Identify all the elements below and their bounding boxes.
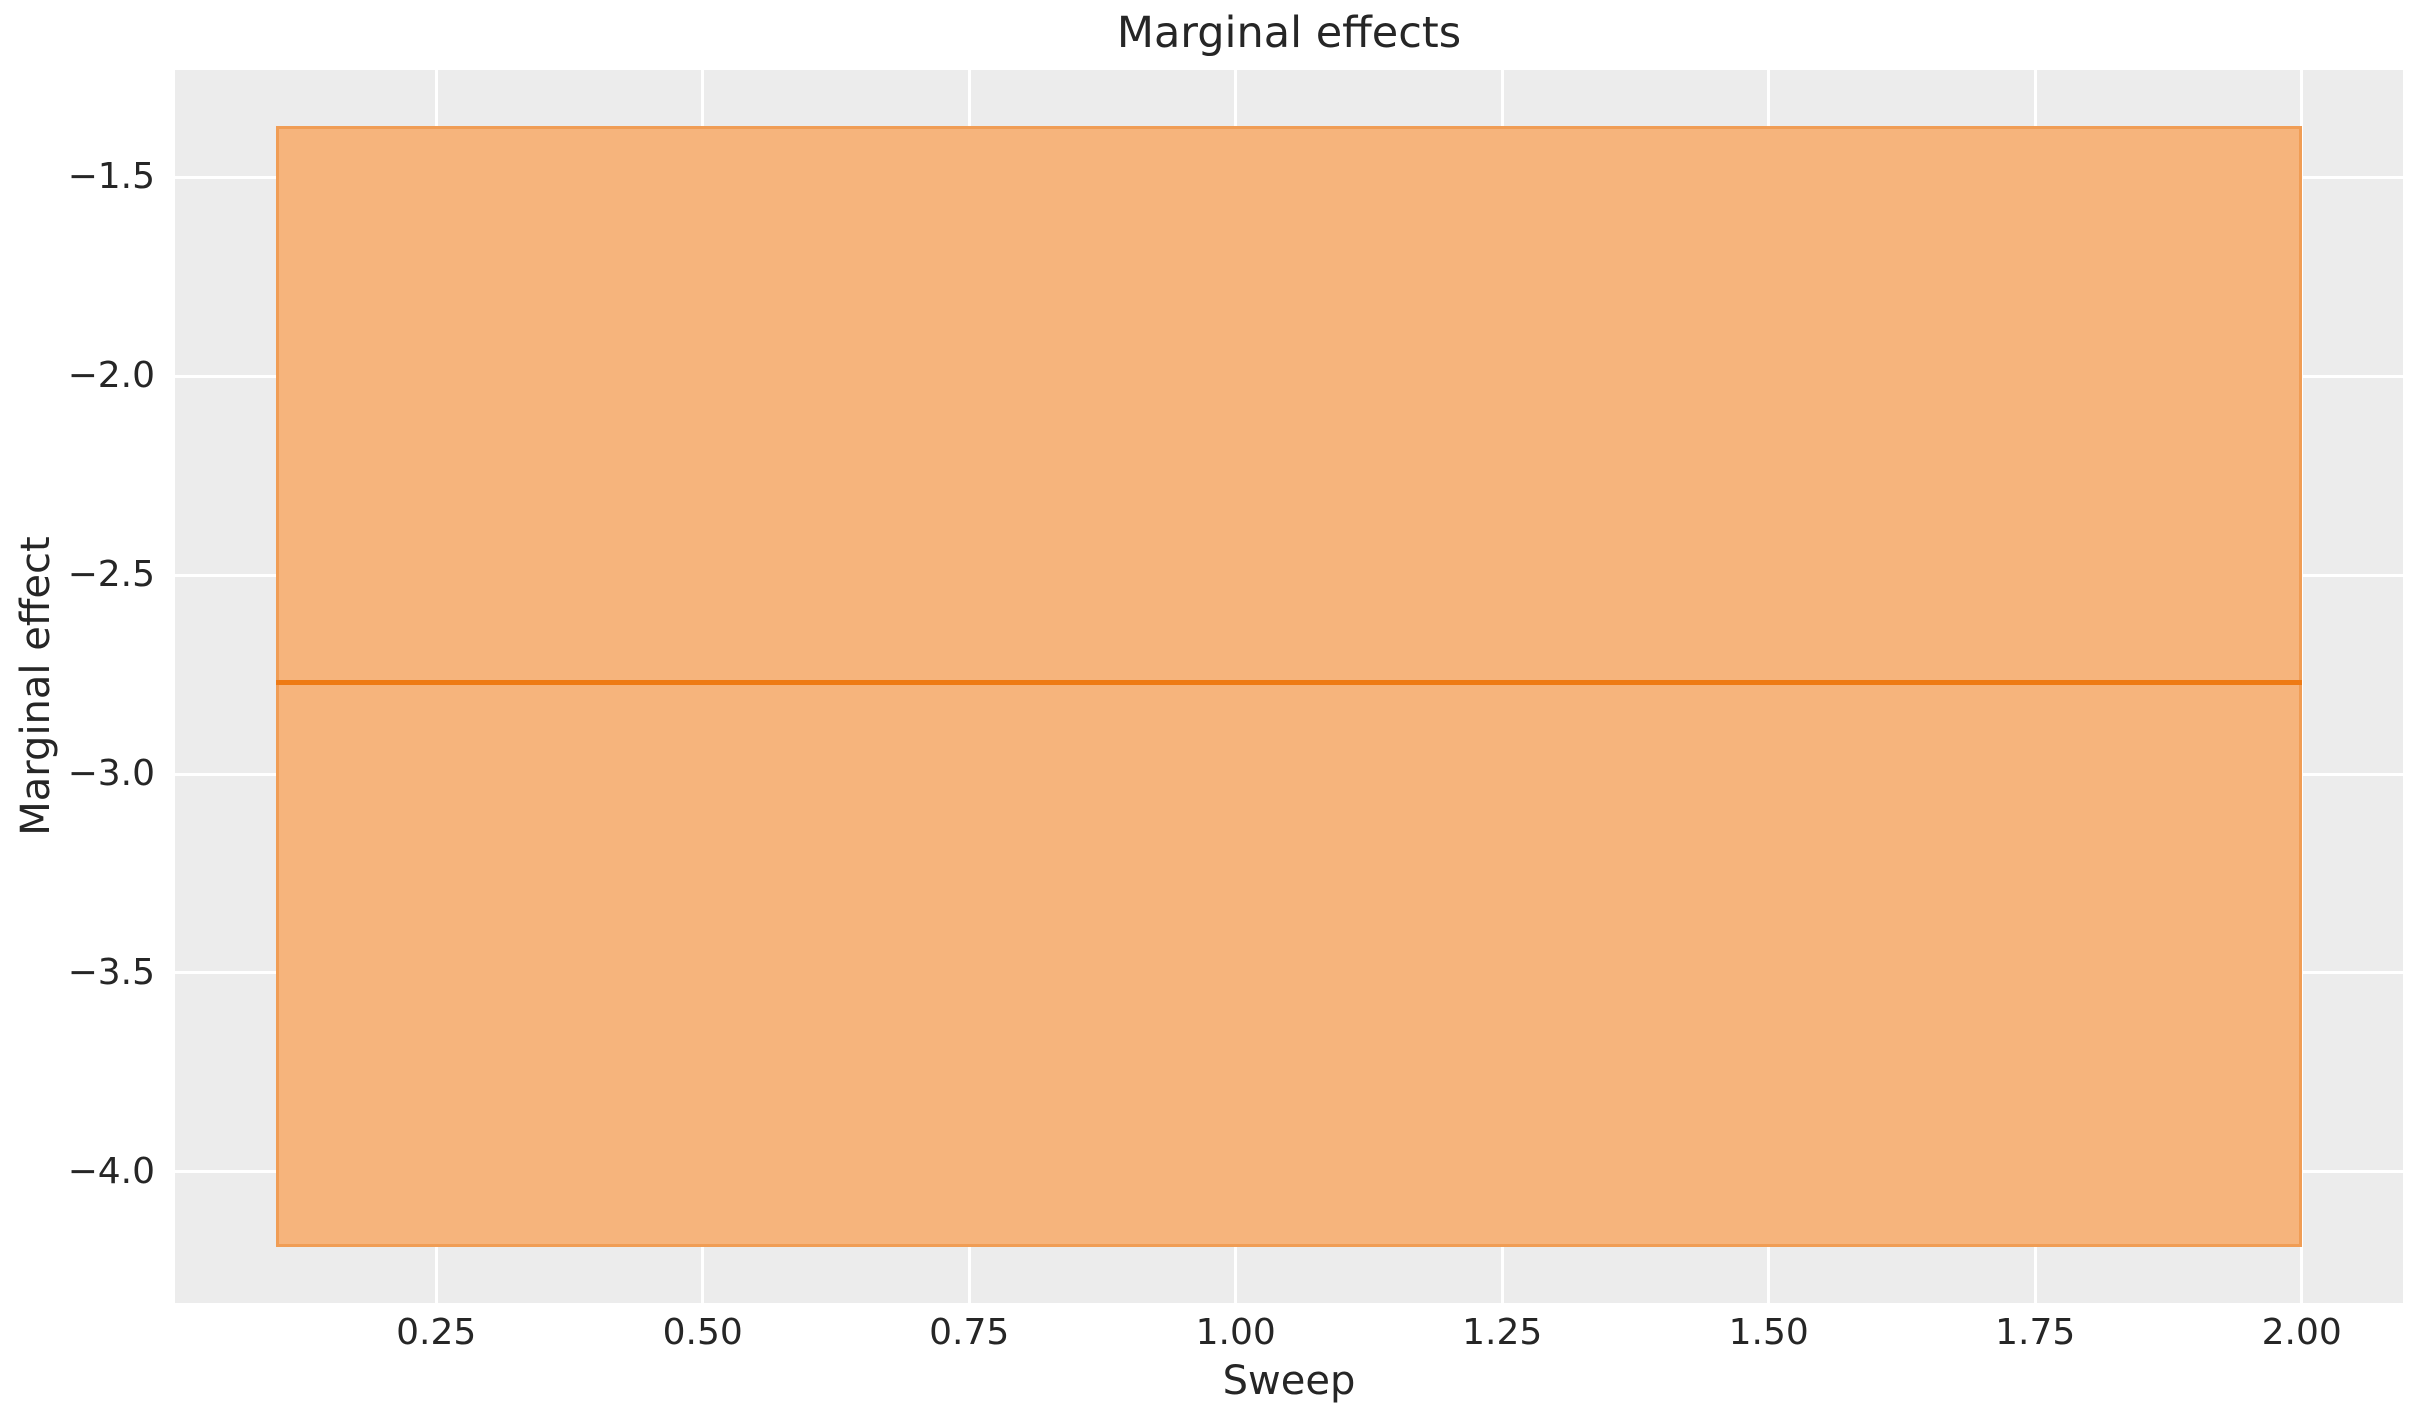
marginal-effect-line <box>276 680 2302 686</box>
y-tick-label: −3.0 <box>67 753 155 795</box>
x-tick-label: 0.25 <box>396 1312 477 1353</box>
x-tick-label: 0.75 <box>929 1312 1010 1353</box>
x-tick-label: 1.25 <box>1462 1312 1543 1353</box>
y-tick-label: −2.5 <box>67 554 155 596</box>
plot-area <box>175 70 2403 1303</box>
y-tick-label: −2.0 <box>67 355 155 397</box>
x-axis-label: Sweep <box>1222 1358 1356 1404</box>
chart-title: Marginal effects <box>1116 8 1462 58</box>
x-tick-label: 1.00 <box>1195 1312 1276 1353</box>
x-tick-label: 1.75 <box>1995 1312 2076 1353</box>
x-tick-label: 1.50 <box>1728 1312 1809 1353</box>
y-tick-label: −3.5 <box>67 952 155 994</box>
confidence-band <box>276 125 2302 1248</box>
y-tick-label: −4.0 <box>67 1150 155 1192</box>
x-tick-label: 2.00 <box>2261 1312 2342 1353</box>
y-tick-label: −1.5 <box>67 156 155 198</box>
x-tick-label: 0.50 <box>662 1312 743 1353</box>
x-gridline <box>2300 70 2304 1303</box>
